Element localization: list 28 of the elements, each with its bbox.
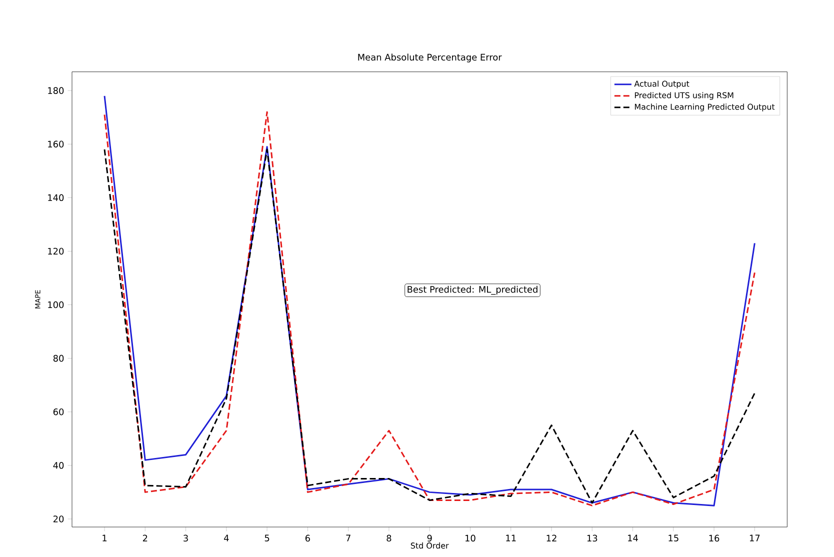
y-tick-label: 140 [48,194,64,202]
y-tick-label: 120 [48,248,64,255]
y-tick-label: 160 [48,140,64,148]
x-tick-label: 6 [305,534,310,542]
x-tick-label: 17 [750,534,760,542]
x-tick-label: 13 [587,534,598,542]
x-tick-label: 14 [628,534,638,542]
y-tick-label: 40 [53,462,64,469]
x-tick-label: 5 [264,534,270,542]
x-tick-label: 7 [346,534,350,542]
y-tick-label: 100 [48,301,64,308]
x-tick-label: 4 [224,534,229,542]
x-tick-label: 9 [427,534,432,542]
x-tick-label: 12 [546,534,556,542]
x-tick-label: 1 [102,534,107,542]
x-tick-label: 8 [386,534,392,542]
x-tick-label: 15 [668,534,678,542]
x-tick-label: 10 [466,534,476,542]
x-tick-label: 3 [184,534,188,542]
y-tick-label: 80 [53,354,64,362]
y-tick-label: 60 [53,408,64,416]
x-tick-label: 16 [709,534,720,542]
x-tick-label: 2 [142,534,148,542]
chart-title: Mean Absolute Percentage Error [358,54,502,62]
y-tick-label: 180 [48,87,64,94]
x-tick-label: 11 [506,534,516,542]
annotation: Best Predicted: ML_predicted [408,286,538,295]
y-tick-label: 20 [53,516,64,522]
